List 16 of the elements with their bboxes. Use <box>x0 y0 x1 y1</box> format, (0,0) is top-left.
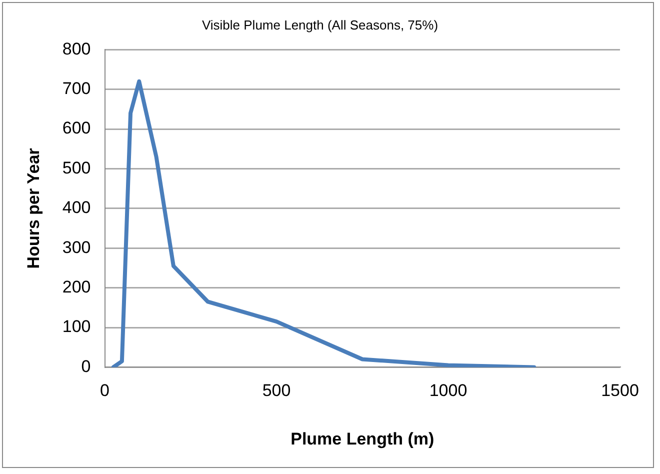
y-tick-label: 800 <box>62 39 91 58</box>
y-tick-label: 500 <box>62 158 91 178</box>
x-tick-label: 0 <box>100 381 110 400</box>
x-axis-title: Plume Length (m) <box>290 429 434 448</box>
y-tick-label: 100 <box>62 317 91 336</box>
x-tick-label: 500 <box>262 381 291 400</box>
chart-title: Visible Plume Length (All Seasons, 75%) <box>202 17 438 32</box>
y-tick-label: 200 <box>62 277 91 296</box>
y-tick-label: 700 <box>62 78 91 98</box>
y-tick-label: 400 <box>62 198 91 218</box>
y-tick-label: 0 <box>81 356 91 376</box>
x-tick-label: 1000 <box>429 381 468 400</box>
y-tick-label: 300 <box>62 238 91 257</box>
y-tick-label: 600 <box>62 118 91 138</box>
x-tick-label: 1500 <box>601 381 639 400</box>
y-axis-title: Hours per Year <box>24 148 43 269</box>
